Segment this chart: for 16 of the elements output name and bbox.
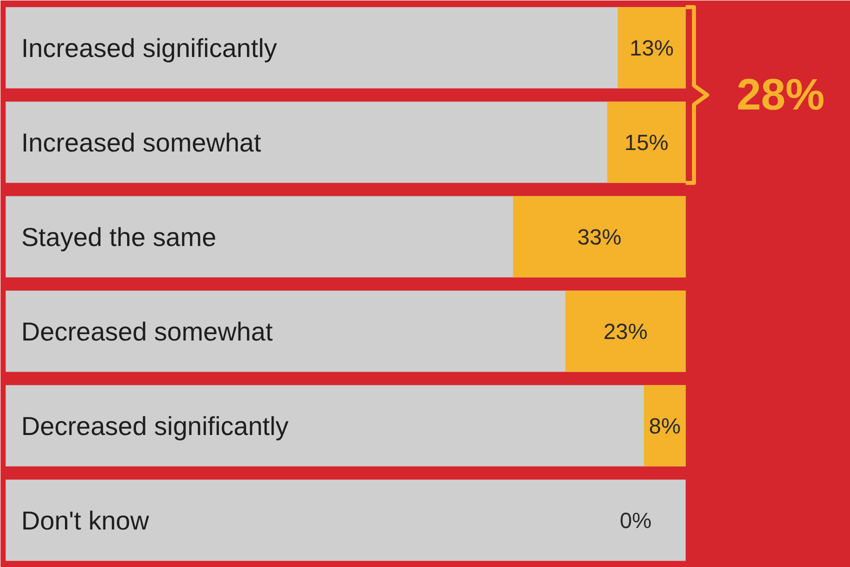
data-label: 8% bbox=[648, 413, 681, 438]
data-label: 0% bbox=[620, 508, 652, 533]
band-label: 28% bbox=[736, 70, 825, 120]
y-tick-label: Stayed the same bbox=[21, 222, 216, 252]
y-tick-label: Increased significantly bbox=[21, 32, 278, 63]
bar bbox=[644, 385, 686, 466]
y-tick-label: Increased somewhat bbox=[21, 127, 262, 158]
y-tick-label: Decreased somewhat bbox=[21, 316, 274, 346]
y-tick-label: Don't know bbox=[21, 505, 150, 536]
data-label: 23% bbox=[604, 318, 648, 344]
y-tick-label: Decreased significantly bbox=[21, 410, 289, 441]
data-label: 13% bbox=[630, 35, 674, 60]
data-label: 15% bbox=[624, 130, 668, 155]
bar bbox=[565, 290, 686, 372]
data-label: 33% bbox=[577, 224, 622, 250]
bar bbox=[513, 196, 686, 278]
